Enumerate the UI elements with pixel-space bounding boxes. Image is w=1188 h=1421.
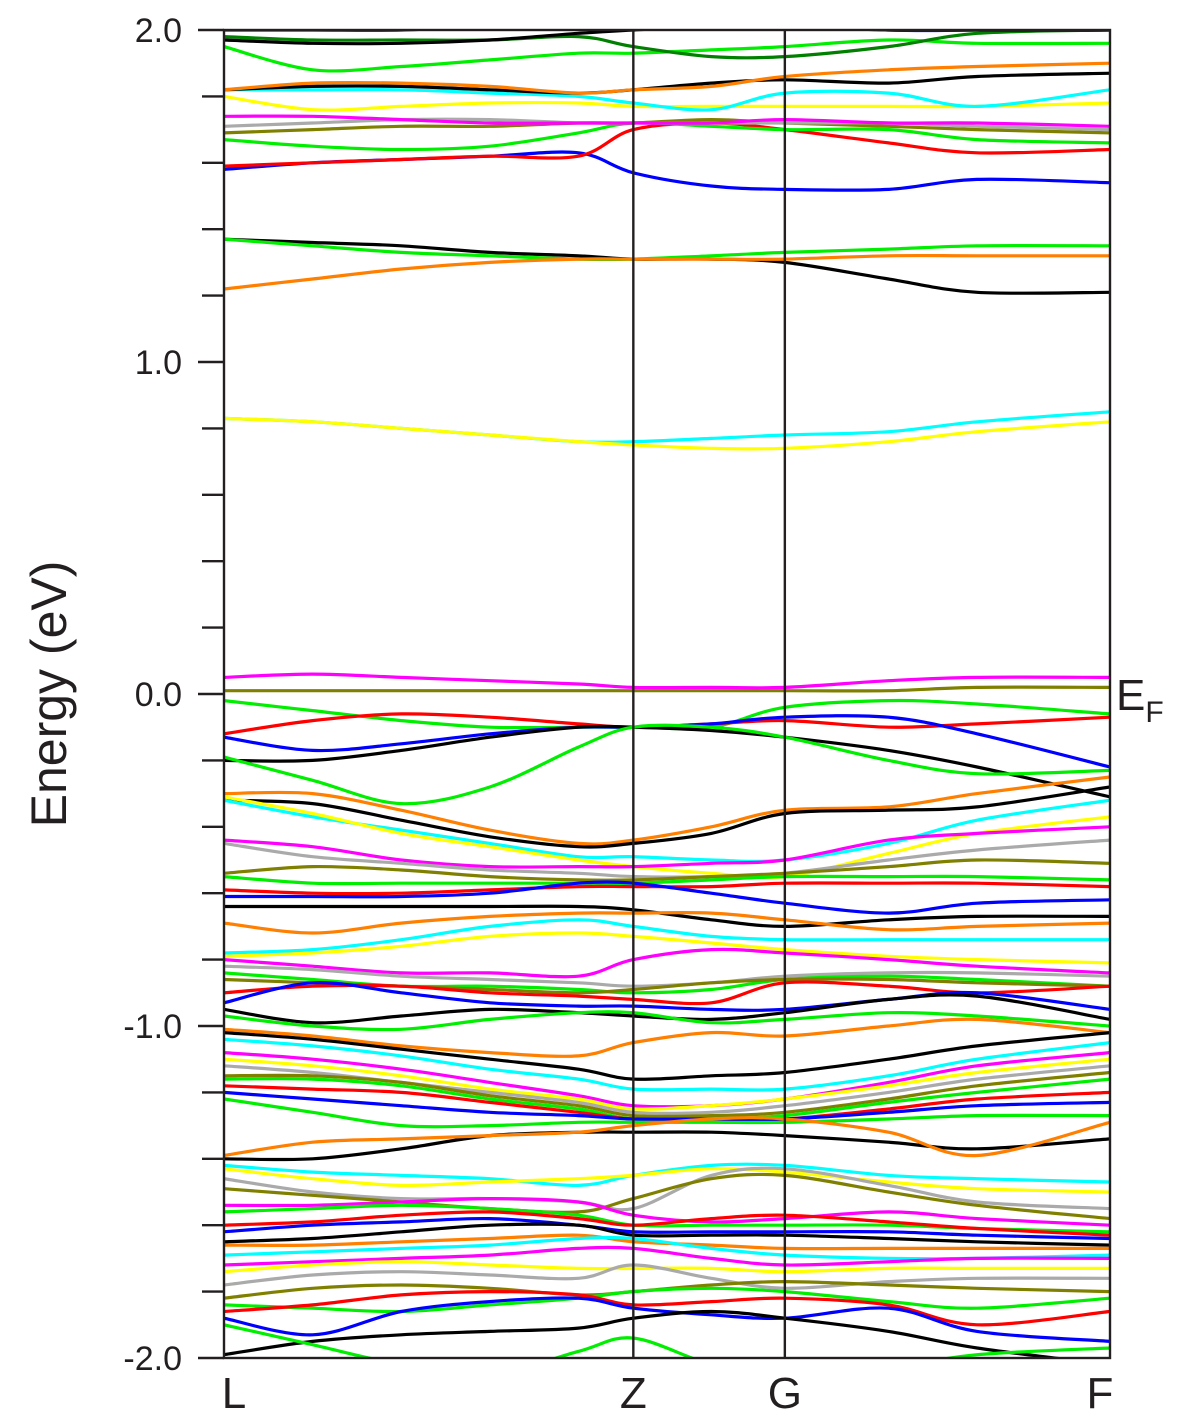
band-line-74 xyxy=(224,94,1110,112)
band-line-26 xyxy=(224,980,1110,1006)
band-line-18 xyxy=(224,904,1110,928)
band-line-45 xyxy=(224,1166,1110,1212)
band-line-30 xyxy=(224,1017,1110,1058)
high-symmetry-lines xyxy=(632,30,787,1358)
y-tick-label: -1.0 xyxy=(123,1008,182,1046)
axes xyxy=(198,28,1112,1360)
band-line-13 xyxy=(224,838,1110,879)
band-line-40 xyxy=(224,1097,1110,1129)
band-line-59 xyxy=(224,1290,1110,1327)
band-line-54 xyxy=(224,1245,1110,1267)
band-line-1 xyxy=(224,672,1110,690)
band-line-19 xyxy=(224,911,1110,935)
band-line-44 xyxy=(224,1167,1110,1194)
band-lines xyxy=(224,30,1110,1358)
band-line-67 xyxy=(224,253,1110,291)
band-line-49 xyxy=(224,1210,1110,1237)
band-line-79 xyxy=(224,30,1110,60)
band-line-39 xyxy=(224,1090,1110,1122)
x-tick-label-l: L xyxy=(222,1369,246,1418)
band-line-8 xyxy=(224,775,1110,846)
band-line-63 xyxy=(224,410,1110,444)
band-line-56 xyxy=(224,1263,1110,1290)
band-line-52 xyxy=(224,1233,1110,1251)
band-line-29 xyxy=(224,1010,1110,1032)
band-line-58 xyxy=(224,1286,1110,1314)
band-line-51 xyxy=(224,1222,1110,1247)
band-line-61 xyxy=(224,1309,1068,1358)
band-line-7 xyxy=(224,723,1110,806)
band-line-20 xyxy=(224,918,1110,955)
band-line-75 xyxy=(224,87,1110,112)
band-line-22 xyxy=(224,947,1110,979)
band-line-42 xyxy=(224,1116,1110,1158)
plot-frame xyxy=(222,28,1112,1360)
band-line-21 xyxy=(224,931,1110,965)
band-line-47 xyxy=(224,1197,1110,1227)
band-line-64 xyxy=(224,416,1110,451)
fermi-level-label: EF xyxy=(1116,671,1164,729)
band-line-73 xyxy=(224,114,1110,128)
x-tick-label-g: G xyxy=(768,1369,802,1418)
band-line-60 xyxy=(224,1296,1110,1343)
band-line-77 xyxy=(224,61,1110,95)
band-line-12 xyxy=(224,825,1110,869)
band-line-17 xyxy=(224,880,1110,915)
fermi-label-main: E xyxy=(1116,671,1145,720)
band-line-68 xyxy=(224,150,1110,192)
band-line-2 xyxy=(224,685,1110,693)
band-line-28 xyxy=(224,993,1110,1025)
y-tick-label: 1.0 xyxy=(135,344,182,382)
y-tick-label: 0.0 xyxy=(135,676,182,714)
band-line-55 xyxy=(224,1260,1110,1274)
band-line-50 xyxy=(224,1216,1110,1241)
band-line-78 xyxy=(224,38,1110,73)
band-line-46 xyxy=(224,1172,1110,1221)
x-tick-label-z: Z xyxy=(620,1369,647,1418)
band-line-33 xyxy=(224,1051,1110,1109)
band-line-6 xyxy=(224,724,1110,799)
band-line-62 xyxy=(224,1323,1110,1358)
band-line-14 xyxy=(224,858,1110,882)
y-axis-title: Energy (eV) xyxy=(21,561,77,828)
band-line-32 xyxy=(224,1037,1110,1092)
band-line-34 xyxy=(224,1057,1110,1111)
y-tick-label: -2.0 xyxy=(123,1340,182,1378)
y-tick-label: 2.0 xyxy=(135,12,182,50)
x-tick-label-f: F xyxy=(1087,1369,1114,1418)
band-line-16 xyxy=(224,881,1110,896)
band-line-9 xyxy=(224,785,1110,849)
band-line-23 xyxy=(224,964,1110,988)
fermi-label-sub: F xyxy=(1145,696,1163,729)
band-line-31 xyxy=(224,1031,1110,1081)
band-line-36 xyxy=(224,1070,1110,1119)
